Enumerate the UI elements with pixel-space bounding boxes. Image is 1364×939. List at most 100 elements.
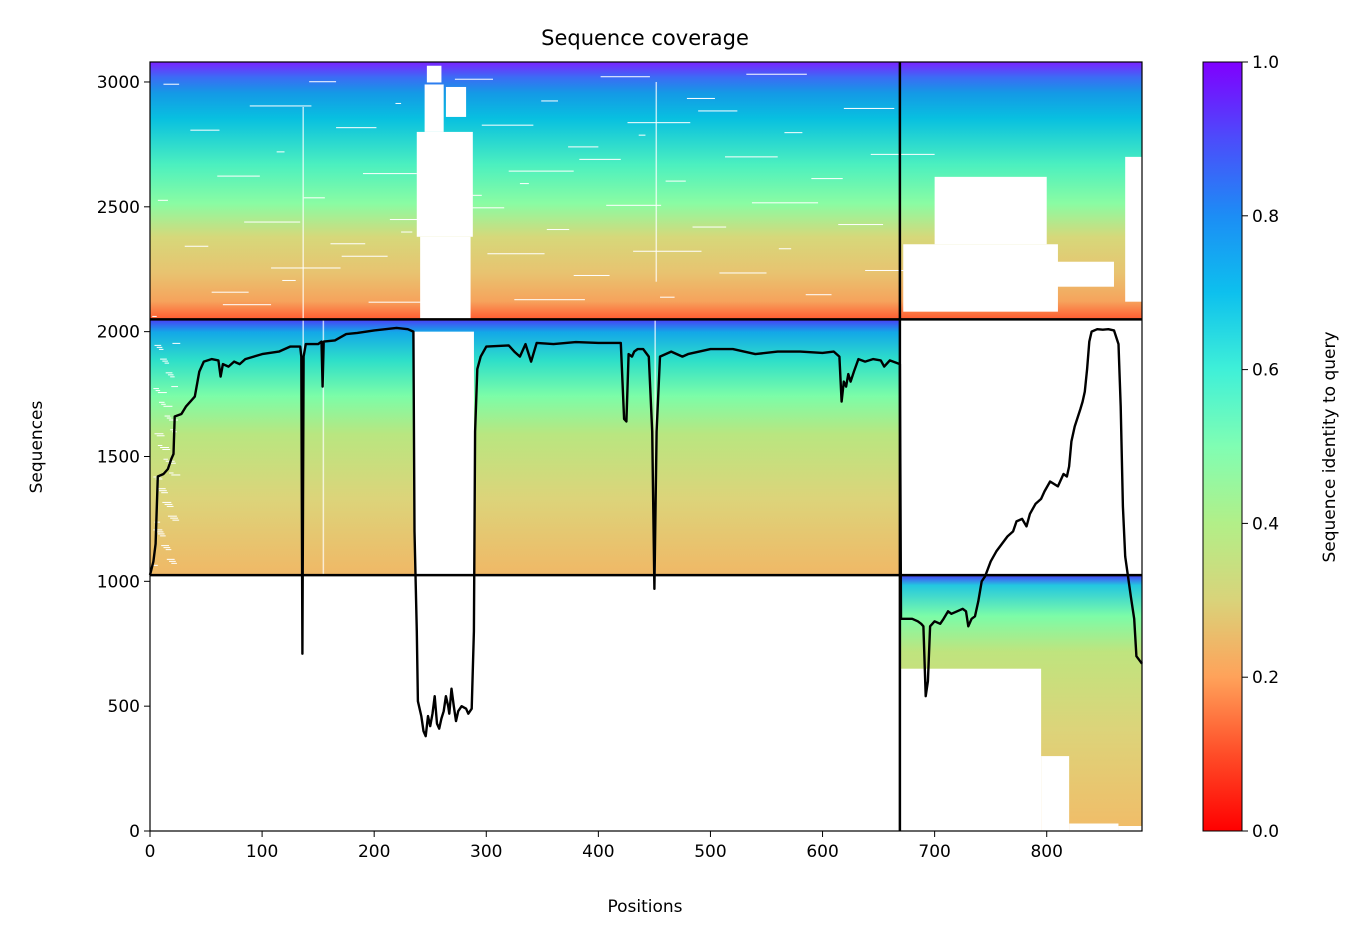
gap-column [322,319,325,576]
gap-streak [660,296,675,298]
gap-streak [160,358,167,360]
gap-region [1125,156,1142,302]
y-tick-label: 3000 [97,73,140,93]
gap-column [654,319,656,576]
colorbar-label: Sequence identity to query [1320,331,1340,562]
gap-region [934,176,1047,245]
gap-streak [746,73,807,75]
gap-streak [579,158,621,160]
gap-streak [698,110,738,112]
gap-streak [546,229,570,231]
gap-streak [162,360,168,362]
gap-streak [427,277,453,279]
gap-streak [389,219,458,221]
gap-streak [454,78,493,80]
gap-region [901,668,1042,831]
gap-streak [158,490,167,492]
colorbar-tick-label: 0.6 [1252,361,1279,381]
gap-streak [157,199,168,201]
gap-streak [163,405,173,407]
gap-streak [481,124,534,126]
y-tick-label: 2500 [97,198,140,218]
y-tick-label: 0 [129,822,140,842]
gap-streak [172,342,181,344]
gap-streak [282,279,296,281]
gap-streak [158,348,164,350]
gap-streak [303,197,325,199]
gap-streak [170,376,175,378]
gap-streak [719,272,767,274]
gap-streak [784,132,803,134]
gap-streak [271,267,341,269]
gap-streak [152,315,157,317]
gap-streak [163,547,171,549]
gap-streak [155,531,164,533]
gap-streak [217,175,260,177]
gap-streak [163,458,168,460]
gap-streak [158,401,165,403]
gap-streak [330,243,366,245]
gap-region [414,331,474,576]
gap-streak [171,386,179,388]
gap-streak [169,560,176,562]
gap-region [903,244,1058,312]
gap-streak [627,122,691,124]
gap-streak [395,102,402,104]
gap-streak [170,429,176,431]
gap-streak [184,245,209,247]
gap-streak [165,372,173,374]
gap-streak [157,445,163,447]
gap-column [655,81,658,282]
gap-streak [222,304,272,306]
colorbar-tick-label: 0.0 [1252,822,1279,842]
heatmap-block [150,319,900,576]
gap-streak [508,170,574,172]
gap-streak [276,151,285,153]
gap-column [302,106,304,320]
x-axis: 0 100 200 300 400 500 600 700 800 [145,831,1063,862]
x-tick-label: 800 [1030,842,1062,862]
gap-streak [156,488,166,490]
gap-streak [249,105,312,107]
gap-streak [362,173,417,175]
gap-region [416,131,473,237]
gap-streak [341,255,388,257]
gap-streak [167,462,176,464]
gap-streak [725,156,778,158]
gap-streak [154,433,164,435]
gap-streak [211,291,249,293]
chart-title: Sequence coverage [541,26,749,50]
x-axis-label: Positions [607,897,682,917]
gap-streak [156,346,163,348]
gap-streak [751,202,819,204]
gap-streak [162,501,172,503]
gap-streak [167,515,177,517]
gap-streak [160,535,166,537]
gap-streak [514,299,585,301]
gap-streak [166,558,175,560]
gap-streak [161,403,166,405]
gap-streak [870,153,935,155]
gap-streak [157,533,165,535]
colorbar-tick-label: 0.4 [1252,514,1279,534]
gap-streak [170,517,179,519]
y-tick-label: 1000 [97,572,140,592]
gap-streak [568,146,599,148]
gap-streak [169,472,174,474]
gap-streak [155,390,161,392]
gap-streak [161,545,170,547]
x-tick-label: 0 [145,842,156,862]
gap-streak [692,226,727,228]
x-tick-label: 300 [470,842,502,862]
gap-region [1118,826,1142,831]
gap-streak [171,474,181,476]
gap-streak [633,250,702,252]
gap-streak [153,564,158,566]
gap-streak [843,107,895,109]
gap-streak [167,374,174,376]
x-tick-label: 500 [694,842,726,862]
gap-streak [166,417,172,419]
gap-streak [153,529,163,531]
gap-streak [638,134,646,136]
